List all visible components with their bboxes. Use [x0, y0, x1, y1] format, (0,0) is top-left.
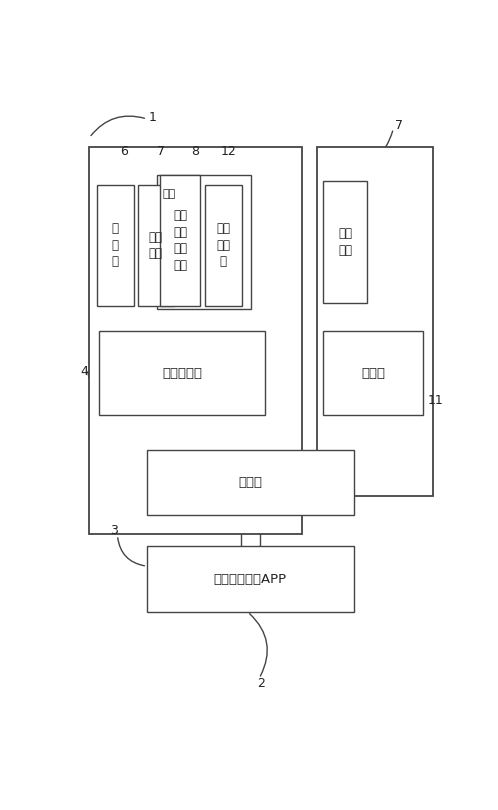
FancyBboxPatch shape	[99, 331, 265, 416]
Text: 2: 2	[257, 677, 265, 690]
Text: 艇只: 艇只	[162, 189, 176, 199]
Text: 智能控制器: 智能控制器	[162, 367, 202, 380]
FancyBboxPatch shape	[97, 185, 133, 306]
Text: 6: 6	[120, 145, 128, 158]
FancyBboxPatch shape	[323, 331, 423, 416]
FancyBboxPatch shape	[160, 175, 200, 306]
Text: 7: 7	[395, 119, 403, 132]
Text: 3: 3	[110, 524, 118, 537]
Text: 1: 1	[149, 111, 157, 124]
FancyBboxPatch shape	[317, 147, 433, 497]
Text: 用户手机专用APP: 用户手机专用APP	[214, 573, 287, 586]
FancyBboxPatch shape	[89, 147, 302, 534]
Text: 通信
装置: 通信 装置	[338, 228, 352, 257]
FancyBboxPatch shape	[147, 546, 354, 612]
Text: 8: 8	[191, 145, 199, 158]
FancyBboxPatch shape	[147, 450, 354, 515]
Text: 授权
开锁
识别
模块: 授权 开锁 识别 模块	[173, 210, 187, 272]
Text: 7: 7	[157, 145, 165, 158]
Text: 艇只
智能
锁: 艇只 智能 锁	[217, 222, 231, 268]
FancyBboxPatch shape	[205, 185, 242, 306]
Text: 云平台: 云平台	[239, 475, 262, 488]
FancyBboxPatch shape	[137, 185, 174, 306]
FancyBboxPatch shape	[323, 181, 367, 303]
Text: 11: 11	[427, 394, 443, 407]
Text: 12: 12	[221, 145, 237, 158]
Text: 通信
装置: 通信 装置	[149, 231, 163, 260]
FancyBboxPatch shape	[157, 175, 251, 309]
Text: 4: 4	[80, 365, 88, 378]
Text: 定
位
器: 定 位 器	[112, 222, 119, 268]
Text: 停船桩: 停船桩	[361, 367, 385, 380]
